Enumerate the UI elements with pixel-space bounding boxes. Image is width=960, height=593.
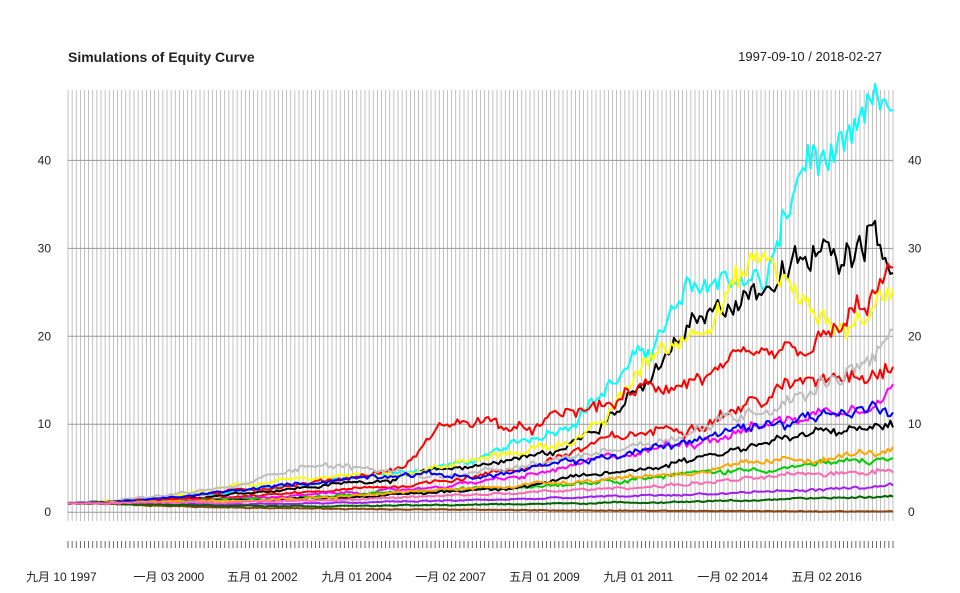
x-tick-label: 五月 01 2009	[509, 570, 580, 584]
y-tick-label-right: 0	[908, 505, 915, 519]
y-tick-label-left: 40	[38, 153, 52, 167]
x-tick-label: 一月 03 2000	[134, 570, 205, 584]
y-tick-label-right: 20	[908, 329, 922, 343]
y-axis-left: 0 10 20 30 40	[38, 153, 52, 519]
x-tick-label: 九月 01 2011	[603, 570, 673, 584]
y-tick-label-left: 0	[44, 505, 51, 519]
x-tick-label: 一月 02 2007	[415, 570, 486, 584]
y-tick-label-right: 40	[908, 153, 922, 167]
series-line-sim-blue	[67, 400, 894, 505]
y-tick-label-right: 10	[908, 417, 922, 431]
chart-title: Simulations of Equity Curve	[68, 49, 255, 65]
series-line-sim-orange	[67, 446, 894, 505]
x-tick-label: 五月 02 2016	[791, 570, 862, 584]
x-axis: 九月 10 1997 一月 03 2000 五月 01 2002 九月 01 2004…	[26, 541, 894, 584]
y-tick-label-left: 30	[38, 241, 52, 255]
x-tick-label: 一月 02 2014	[697, 570, 768, 584]
y-tick-label-left: 10	[38, 417, 52, 431]
x-tick-label: 九月 10 1997	[26, 570, 97, 584]
x-tick-label: 九月 01 2004	[321, 570, 392, 584]
y-axis-right: 0 10 20 30 40	[908, 153, 922, 519]
series-line-sim-gray	[67, 328, 894, 505]
chart-date-range: 1997-09-10 / 2018-02-27	[738, 49, 882, 64]
series-line-sim-red-2	[67, 362, 894, 505]
grid-layer	[67, 90, 894, 521]
series-line-sim-pink	[67, 468, 894, 505]
x-tick-label: 五月 01 2002	[227, 570, 298, 584]
y-tick-label-left: 20	[38, 329, 52, 343]
y-tick-label-right: 30	[908, 241, 922, 255]
series-line-sim-dark-green	[67, 494, 894, 508]
series-line-sim-brown	[67, 501, 894, 513]
series-layer	[67, 82, 894, 513]
